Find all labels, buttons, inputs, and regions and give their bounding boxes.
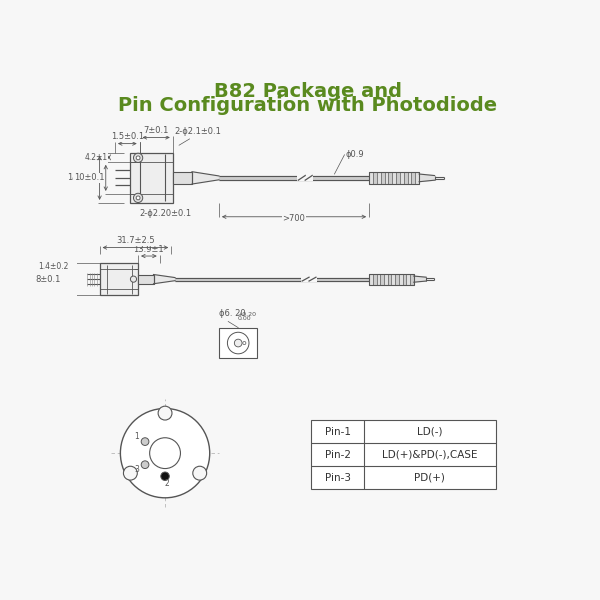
Circle shape: [124, 466, 137, 480]
Bar: [373, 172, 377, 184]
Circle shape: [136, 156, 140, 160]
Bar: [396, 172, 400, 184]
Bar: [369, 274, 414, 284]
Text: Pin Configuration with Photodiode: Pin Configuration with Photodiode: [118, 95, 497, 115]
Bar: [392, 172, 396, 184]
Bar: [173, 172, 192, 184]
Circle shape: [193, 466, 206, 480]
Circle shape: [133, 193, 143, 203]
Polygon shape: [419, 174, 434, 182]
Text: 1.4±0.2: 1.4±0.2: [38, 262, 69, 271]
Bar: [407, 172, 412, 184]
Text: 8±0.1: 8±0.1: [36, 275, 61, 284]
Text: 13.9±1: 13.9±1: [134, 245, 164, 254]
Bar: [380, 274, 384, 284]
Bar: [403, 274, 406, 284]
Bar: [219, 328, 257, 358]
Text: 14±0.5: 14±0.5: [68, 173, 98, 182]
Text: 0.00: 0.00: [238, 316, 251, 321]
Text: B82 Package and: B82 Package and: [214, 82, 401, 101]
Circle shape: [121, 409, 210, 498]
Bar: [415, 172, 419, 184]
Text: 3: 3: [134, 465, 139, 474]
Polygon shape: [414, 276, 426, 282]
Circle shape: [136, 196, 140, 200]
Circle shape: [235, 339, 242, 347]
Circle shape: [133, 153, 143, 163]
Text: 1.5±0.1: 1.5±0.1: [111, 132, 144, 141]
Circle shape: [158, 406, 172, 420]
Text: PD(+): PD(+): [415, 473, 445, 483]
Bar: [369, 274, 373, 284]
Polygon shape: [192, 172, 219, 184]
Circle shape: [243, 341, 246, 344]
Text: Pin-2: Pin-2: [325, 449, 350, 460]
Bar: [399, 274, 403, 284]
Text: LD(+)&PD(-),CASE: LD(+)&PD(-),CASE: [382, 449, 478, 460]
Bar: [369, 172, 419, 184]
Bar: [298, 175, 313, 181]
Bar: [395, 274, 399, 284]
Text: LD(-): LD(-): [417, 427, 443, 437]
Circle shape: [141, 461, 149, 469]
Bar: [369, 172, 373, 184]
Text: >700: >700: [283, 214, 305, 223]
Text: 7±0.1: 7±0.1: [143, 126, 169, 135]
Circle shape: [161, 472, 169, 481]
Bar: [130, 153, 173, 203]
Polygon shape: [154, 275, 175, 284]
Text: Pin-3: Pin-3: [325, 473, 350, 483]
Bar: [385, 172, 388, 184]
Bar: [388, 274, 391, 284]
Text: ϕ0.9: ϕ0.9: [346, 150, 365, 159]
Text: 10±0.1: 10±0.1: [74, 173, 104, 182]
Bar: [391, 274, 395, 284]
Circle shape: [141, 438, 149, 445]
Circle shape: [227, 332, 249, 354]
Text: 1: 1: [134, 432, 139, 441]
Bar: [384, 274, 388, 284]
Bar: [377, 274, 380, 284]
Text: 31.7±2.5: 31.7±2.5: [116, 236, 155, 245]
Bar: [373, 274, 377, 284]
Text: 4.2±1: 4.2±1: [84, 153, 107, 162]
Text: 2-ϕ2.20±0.1: 2-ϕ2.20±0.1: [140, 209, 192, 218]
Text: 2-ϕ2.1±0.1: 2-ϕ2.1±0.1: [174, 127, 221, 136]
Bar: [138, 275, 154, 284]
Bar: [380, 172, 385, 184]
Bar: [400, 172, 404, 184]
Bar: [404, 172, 407, 184]
Bar: [412, 172, 415, 184]
Bar: [388, 172, 392, 184]
Text: 2: 2: [164, 479, 169, 488]
Bar: [301, 276, 317, 282]
Bar: [406, 274, 410, 284]
Bar: [377, 172, 380, 184]
Text: Pin-1: Pin-1: [325, 427, 350, 437]
Circle shape: [130, 276, 137, 282]
Bar: [311, 420, 496, 490]
Bar: [100, 263, 138, 295]
Circle shape: [149, 438, 181, 469]
Bar: [410, 274, 414, 284]
Text: +0.20: +0.20: [238, 312, 256, 317]
Text: ϕ6. 20: ϕ6. 20: [219, 310, 245, 319]
